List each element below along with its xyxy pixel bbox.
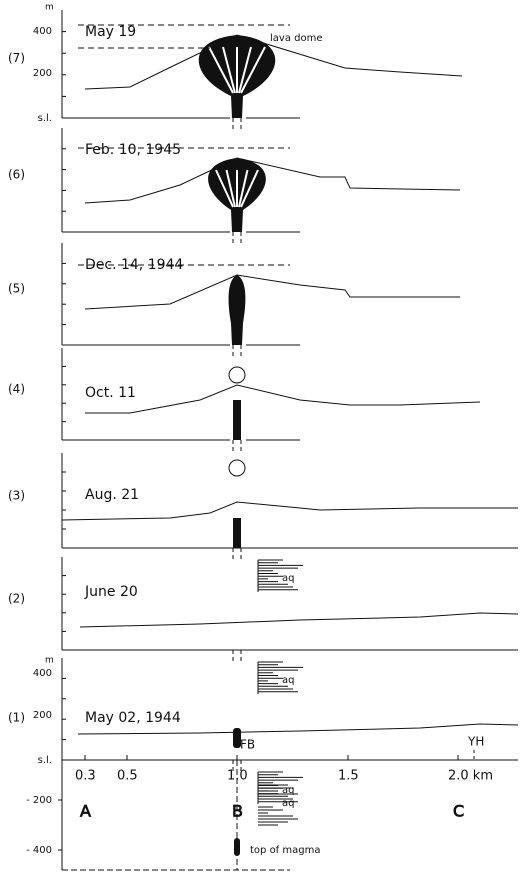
aq-label: aq — [282, 798, 294, 809]
y-tick-label: s.l. — [38, 755, 52, 766]
figure: (7) May 19 lava dome m 400 200 s.l. (6) Feb. 10,… — [0, 0, 521, 874]
x-tick-label: 0.5 — [117, 769, 138, 784]
panel-date: Oct. 11 — [85, 385, 136, 401]
aq-label: aq — [282, 675, 294, 686]
cloud — [229, 460, 245, 476]
well-label: YH — [467, 735, 484, 749]
cloud — [229, 367, 245, 383]
panel-label: (2) — [8, 591, 25, 605]
magma-top — [234, 838, 240, 856]
annotation: lava dome — [270, 33, 323, 44]
point-label: A — [80, 802, 91, 821]
depth-tick-label: - 400 — [26, 845, 52, 856]
depth-tick-label: - 200 — [26, 795, 52, 806]
conduit — [233, 400, 241, 440]
panel-label: (1) — [8, 711, 25, 725]
panel-label: (6) — [8, 167, 25, 181]
dome — [229, 275, 246, 345]
profile — [85, 158, 460, 203]
profile — [85, 385, 480, 413]
panel-label: (5) — [8, 281, 25, 295]
x-tick-label: 0.3 — [75, 769, 96, 784]
y-tick-label: 200 — [33, 68, 52, 79]
unit: m — [45, 3, 54, 13]
profile — [80, 613, 518, 627]
profile — [62, 502, 518, 520]
panel-date: May 19 — [85, 24, 136, 40]
x-tick-label: 2.0 km — [448, 769, 493, 784]
panel-label: (7) — [8, 51, 25, 65]
y-tick-label: 200 — [33, 710, 52, 721]
conduit — [233, 518, 241, 548]
y-tick-label: 400 — [33, 26, 52, 37]
x-tick-label: 1.5 — [338, 769, 359, 784]
profile — [85, 275, 460, 309]
point-label: C — [453, 802, 464, 821]
y-tick-label: s.l. — [38, 113, 52, 124]
panel-date: Feb. 10, 1945 — [85, 142, 181, 158]
aq-label: aq — [282, 573, 294, 584]
magma-label: top of magma — [250, 845, 320, 856]
panel-label: (3) — [8, 488, 25, 502]
y-tick-label: 400 — [33, 668, 52, 679]
panel-label: (4) — [8, 382, 25, 396]
panel-date: Aug. 21 — [85, 487, 139, 503]
unit: m — [45, 656, 54, 666]
well-label: FB — [240, 738, 255, 752]
panel-date: June 20 — [84, 584, 138, 600]
panel-date: May 02, 1944 — [85, 710, 181, 726]
